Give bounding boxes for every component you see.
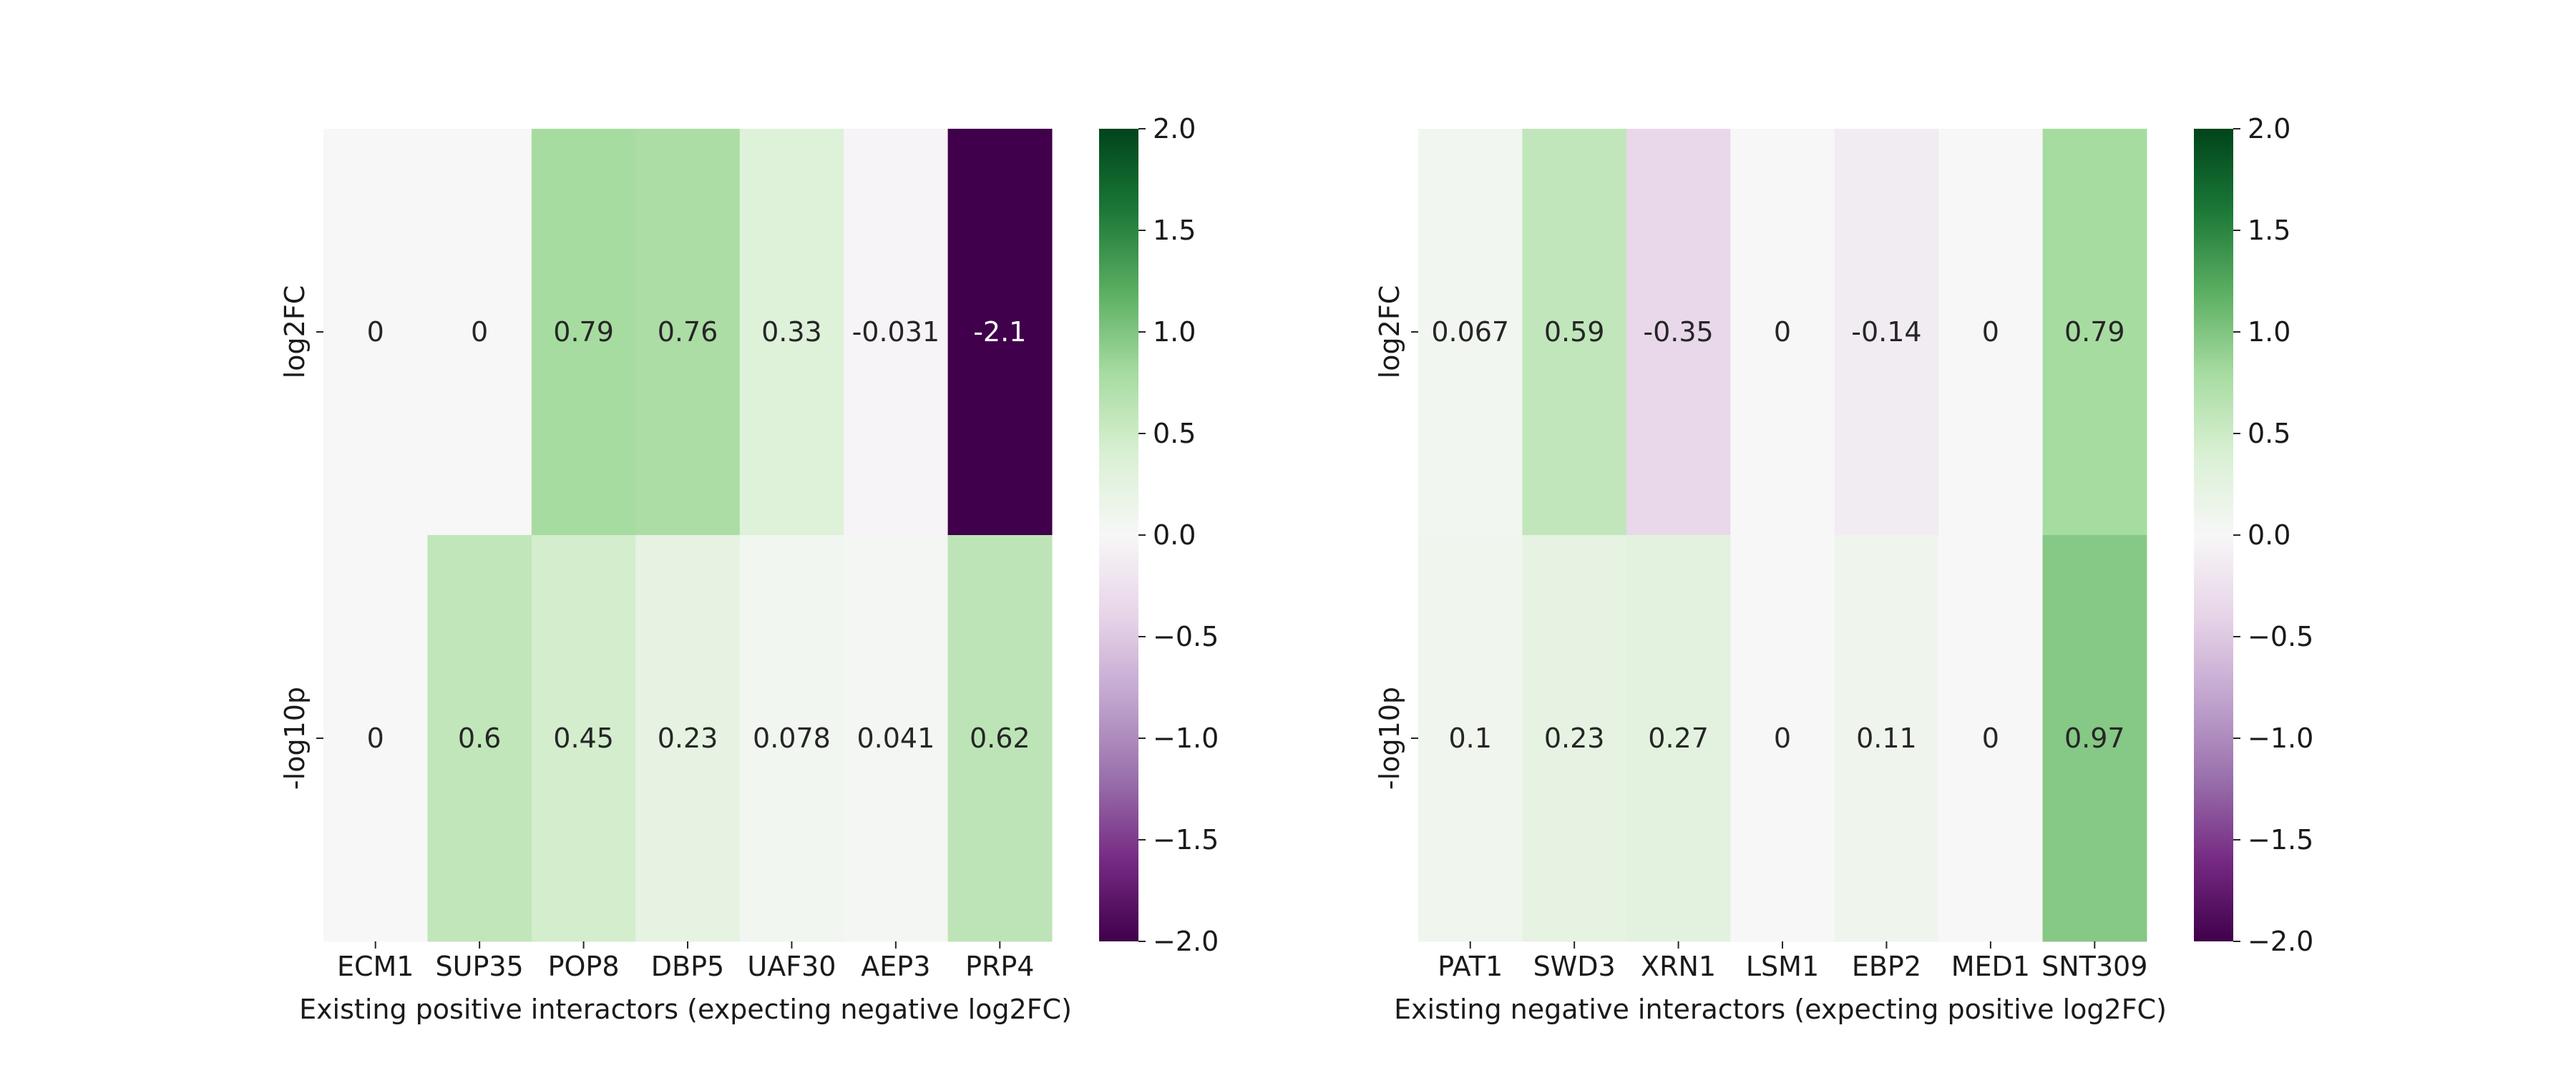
cell-annotation: 0 <box>1774 722 1791 754</box>
y-tick-label: -log10p <box>1374 687 1405 790</box>
y-tick-label: -log10p <box>279 687 311 790</box>
x-tick-label: SNT309 <box>2041 951 2147 982</box>
colorbar-tick-label: 0.0 <box>1153 519 1196 551</box>
cell-annotation: 0.23 <box>1544 722 1605 754</box>
x-axis-label: Existing negative interactors (expecting… <box>1394 994 2167 1025</box>
cell-annotation: 0.11 <box>1856 722 1917 754</box>
cell-annotation: 0.078 <box>753 722 831 754</box>
x-tick-label: PAT1 <box>1438 951 1503 982</box>
heatmap-cell <box>1418 535 1523 942</box>
cell-annotation: 0.33 <box>761 316 822 348</box>
heatmap-cell <box>1834 535 1939 942</box>
heatmap-cell <box>844 129 949 536</box>
cell-annotation: 0.23 <box>658 722 718 754</box>
colorbar-tick-label: 1.0 <box>2248 316 2290 348</box>
negative-interactors-panel: 0.067 0.59 -0.35 0 -0.14 0 0.79 0.1 0.23 0.27 0 0.1… <box>1374 113 2313 1025</box>
heatmap-cell <box>427 535 532 942</box>
cell-annotation: -0.031 <box>852 316 940 348</box>
colorbar-tick-label: 0.0 <box>2248 519 2290 551</box>
cell-annotation: 0.1 <box>1448 722 1491 754</box>
cell-annotation: 0 <box>1982 722 1999 754</box>
colorbar-tick-label: 1.5 <box>1153 215 1196 246</box>
heatmap-cell <box>1626 535 1731 942</box>
cell-annotation: 0 <box>471 316 488 348</box>
heatmap-cell <box>531 535 636 942</box>
colorbar-tick-label: 2.0 <box>2248 113 2290 144</box>
x-tick-label: SWD3 <box>1533 951 1616 982</box>
colorbar-tick-label: 0.5 <box>2248 418 2290 449</box>
cell-annotation: 0.6 <box>458 722 501 754</box>
heatmap-cell <box>323 129 428 536</box>
cell-annotation: -0.14 <box>1851 316 1921 348</box>
cell-annotation: 0.067 <box>1431 316 1509 348</box>
heatmap-cell <box>635 535 741 942</box>
heatmap-cell <box>2042 535 2147 942</box>
x-tick-label: PRP4 <box>965 951 1034 982</box>
y-tick-label: log2FC <box>1374 285 1405 379</box>
colorbar-tick-label: −2.0 <box>1153 926 1219 957</box>
heatmap-cell <box>1522 129 1627 536</box>
heatmap-cell <box>739 535 844 942</box>
x-tick-label: XRN1 <box>1641 951 1716 982</box>
cell-annotation: 0.79 <box>553 316 614 348</box>
heatmap-cell <box>323 535 428 942</box>
cell-annotation: 0.27 <box>1648 722 1709 754</box>
colorbar-tick-label: 0.5 <box>1153 418 1196 449</box>
heatmap-cell <box>1626 129 1731 536</box>
x-tick-label: AEP3 <box>861 951 930 982</box>
heatmap-cell <box>844 535 949 942</box>
heatmap-cell <box>739 129 844 536</box>
colorbar-tick-label: −0.5 <box>1153 621 1219 652</box>
colorbar-tick-label: −0.5 <box>2248 621 2313 652</box>
cell-annotation: 0.79 <box>2064 316 2125 348</box>
heatmap-cell <box>2042 129 2147 536</box>
x-tick-label: POP8 <box>548 951 620 982</box>
positive-interactors-panel: 0 0 0.79 0.76 0.33 -0.031 -2.1 0 0.6 0.45 0.23 0.07… <box>279 113 1219 1025</box>
heatmap-cell <box>427 129 532 536</box>
colorbar-tick-label: 1.0 <box>1153 316 1196 348</box>
heatmap-cell <box>1730 129 1835 536</box>
colorbar-tick-label: −1.5 <box>1153 824 1219 856</box>
x-tick-label: DBP5 <box>651 951 724 982</box>
cell-annotation: 0 <box>1982 316 1999 348</box>
cell-annotation: 0 <box>1774 316 1791 348</box>
colorbar-tick-label: −1.0 <box>1153 722 1219 754</box>
cell-annotation: 0 <box>367 316 384 348</box>
x-tick-label: EBP2 <box>1852 951 1921 982</box>
heatmap-cell <box>1418 129 1523 536</box>
cell-annotation: 0 <box>367 722 384 754</box>
heatmap-cell <box>1938 535 2044 942</box>
x-tick-label: UAF30 <box>747 951 836 982</box>
cell-annotation: 0.45 <box>553 722 614 754</box>
cell-annotation: -2.1 <box>973 316 1026 348</box>
colorbar-tick-label: 2.0 <box>1153 113 1196 144</box>
colorbar-tick-label: −1.5 <box>2248 824 2313 856</box>
cell-annotation: 0.76 <box>658 316 718 348</box>
heatmap-cell <box>1730 535 1835 942</box>
heatmap-cell <box>1834 129 1939 536</box>
cell-annotation: 0.041 <box>857 722 935 754</box>
x-axis-label: Existing positive interactors (expecting… <box>299 994 1072 1025</box>
x-tick-label: LSM1 <box>1746 951 1819 982</box>
colorbar <box>1099 129 1138 941</box>
heatmap-cell <box>1938 129 2044 536</box>
colorbar-tick-label: −2.0 <box>2248 926 2313 957</box>
cell-annotation: 0.97 <box>2064 722 2125 754</box>
y-tick-label: log2FC <box>279 285 311 379</box>
heatmap-cell <box>635 129 741 536</box>
colorbar-tick-label: −1.0 <box>2248 722 2313 754</box>
x-tick-label: SUP35 <box>436 951 524 982</box>
colorbar <box>2194 129 2233 941</box>
x-tick-label: ECM1 <box>337 951 414 982</box>
colorbar-tick-label: 1.5 <box>2248 215 2290 246</box>
cell-annotation: 0.59 <box>1544 316 1605 348</box>
heatmap-cell <box>947 535 1053 942</box>
heatmap-cell <box>947 129 1053 536</box>
heatmap-cell <box>531 129 636 536</box>
cell-annotation: 0.62 <box>970 722 1030 754</box>
cell-annotation: -0.35 <box>1643 316 1713 348</box>
heatmap-cell <box>1522 535 1627 942</box>
x-tick-label: MED1 <box>1951 951 2030 982</box>
